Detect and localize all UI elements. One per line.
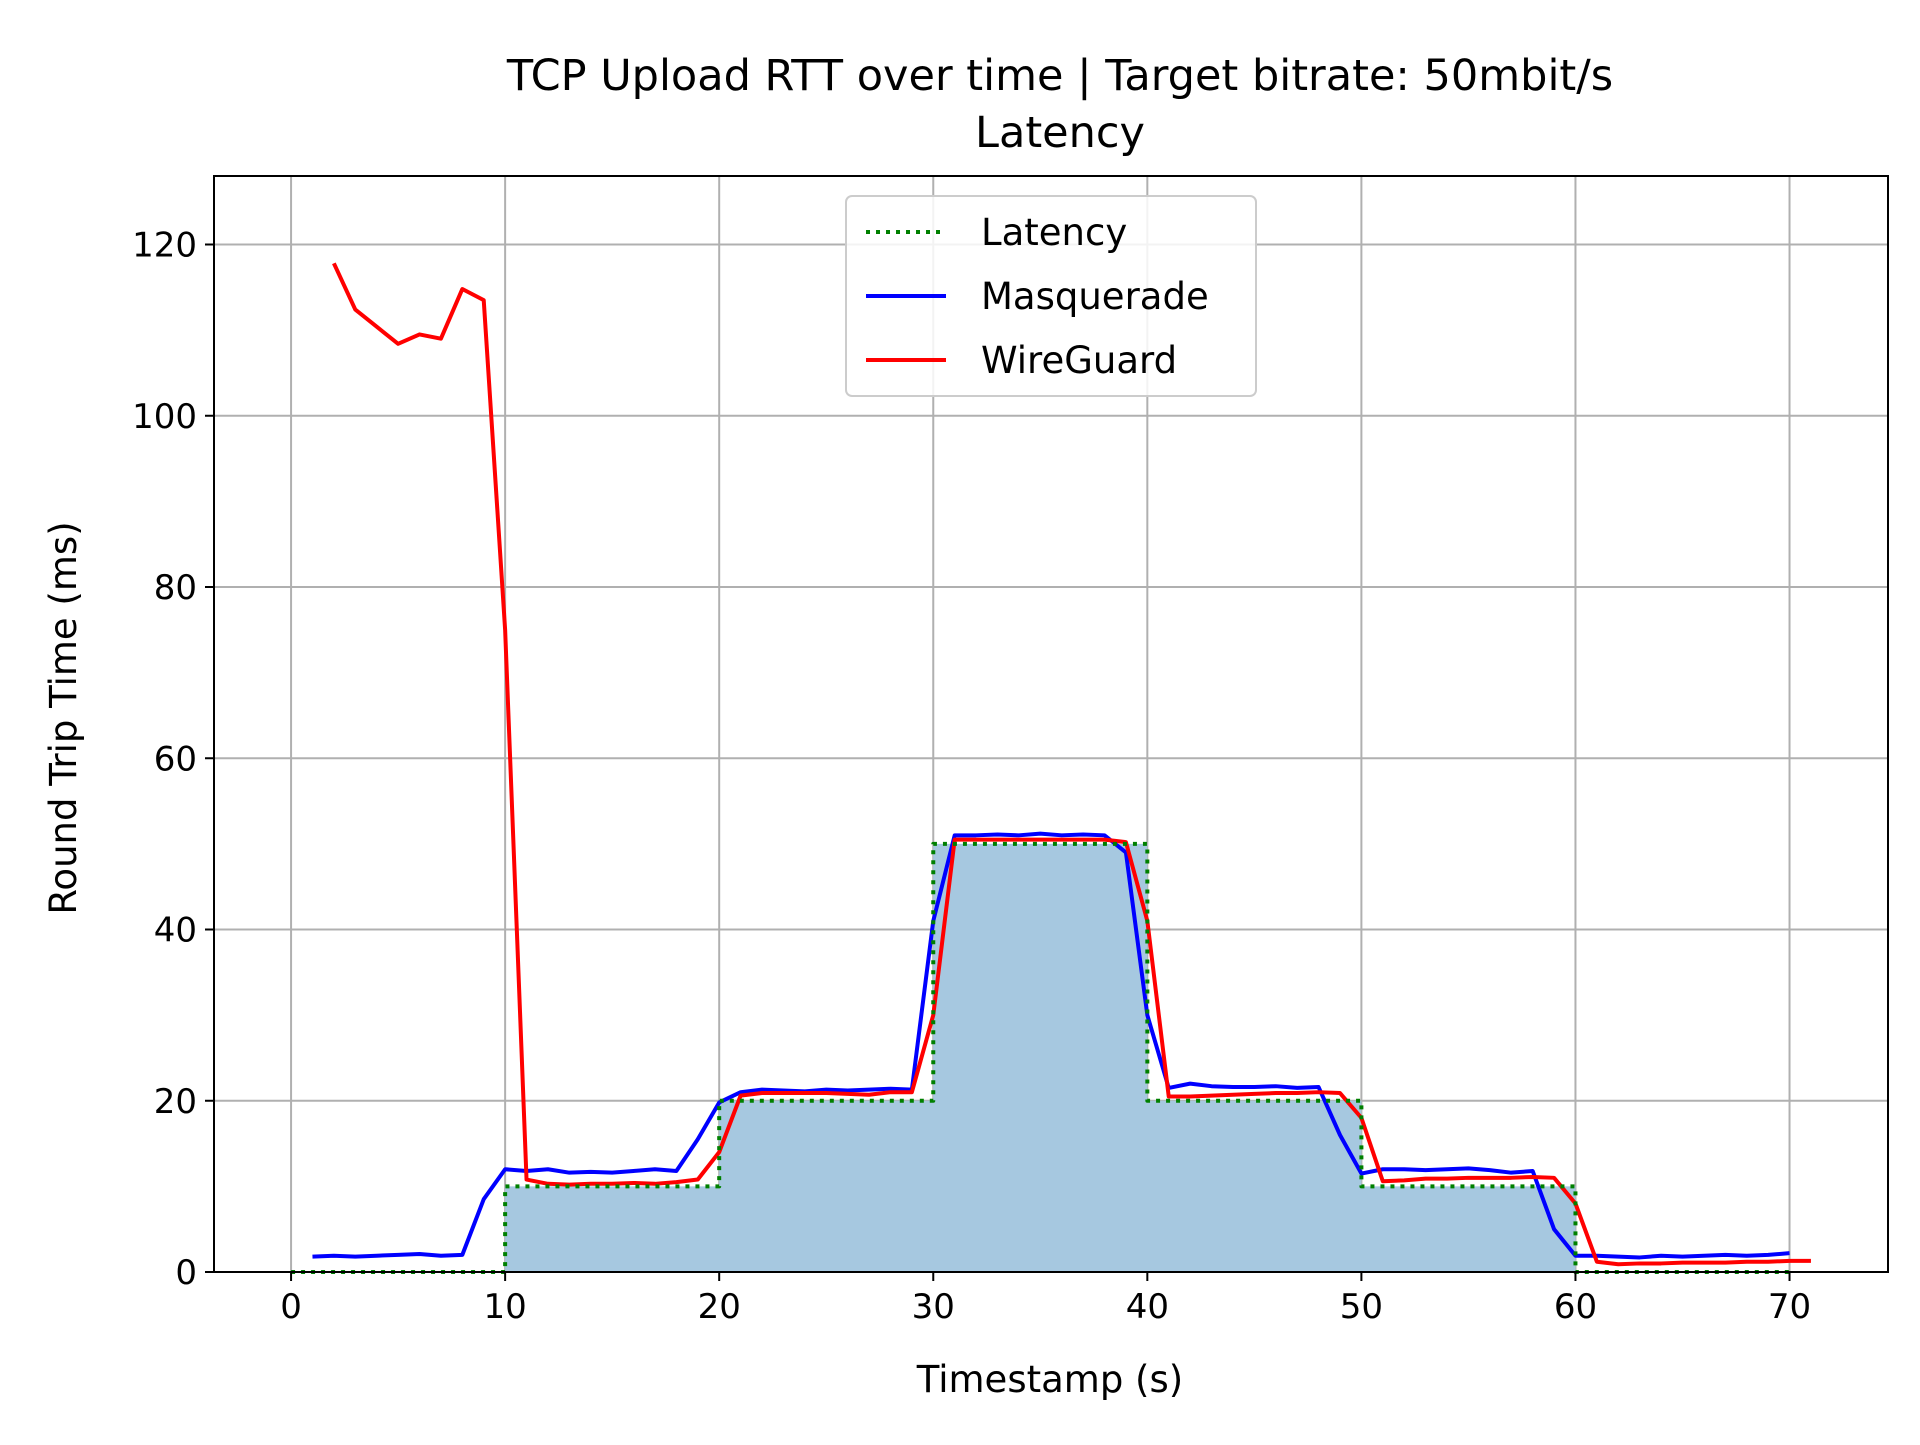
y-axis-label: Round Trip Time (ms) <box>42 521 85 914</box>
legend-label-latency: Latency <box>981 211 1127 254</box>
latency-fill-area <box>291 843 1790 1272</box>
legend-label-wireguard: WireGuard <box>981 339 1177 382</box>
chart-title: TCP Upload RTT over time | Target bitrat… <box>506 51 1613 101</box>
axis-ticks: 0 10 20 30 40 50 60 70 0 20 40 60 80 100 120 <box>132 226 1811 1328</box>
x-tick-label: 50 <box>1340 1287 1383 1327</box>
legend: Latency Masquerade WireGuard <box>845 195 1257 397</box>
x-tick-label: 70 <box>1768 1287 1811 1327</box>
legend-box <box>845 195 1257 397</box>
y-tick-label: 0 <box>175 1253 197 1293</box>
series-line-masquerade <box>312 831 1790 1260</box>
y-tick-label: 100 <box>132 397 197 437</box>
x-tick-label: 0 <box>280 1287 302 1327</box>
legend-label-masquerade: Masquerade <box>981 275 1209 318</box>
x-tick-label: 60 <box>1554 1287 1597 1327</box>
y-tick-label: 60 <box>154 739 197 779</box>
y-tick-label: 120 <box>132 226 197 266</box>
x-tick-label: 10 <box>483 1287 526 1327</box>
x-tick-label: 30 <box>912 1287 955 1327</box>
series-lines <box>291 262 1811 1274</box>
plot-frame <box>213 175 1889 1273</box>
y-tick-label: 40 <box>154 911 197 951</box>
x-axis-label: Timestamp (s) <box>916 1358 1183 1401</box>
latency-fill <box>291 843 1790 1272</box>
y-tick-label: 20 <box>154 1082 197 1122</box>
series-line-wireguard <box>332 262 1811 1267</box>
chart-subtitle: Latency <box>975 108 1145 158</box>
x-tick-label: 40 <box>1126 1287 1169 1327</box>
x-tick-label: 20 <box>698 1287 741 1327</box>
y-tick-label: 80 <box>154 568 197 608</box>
